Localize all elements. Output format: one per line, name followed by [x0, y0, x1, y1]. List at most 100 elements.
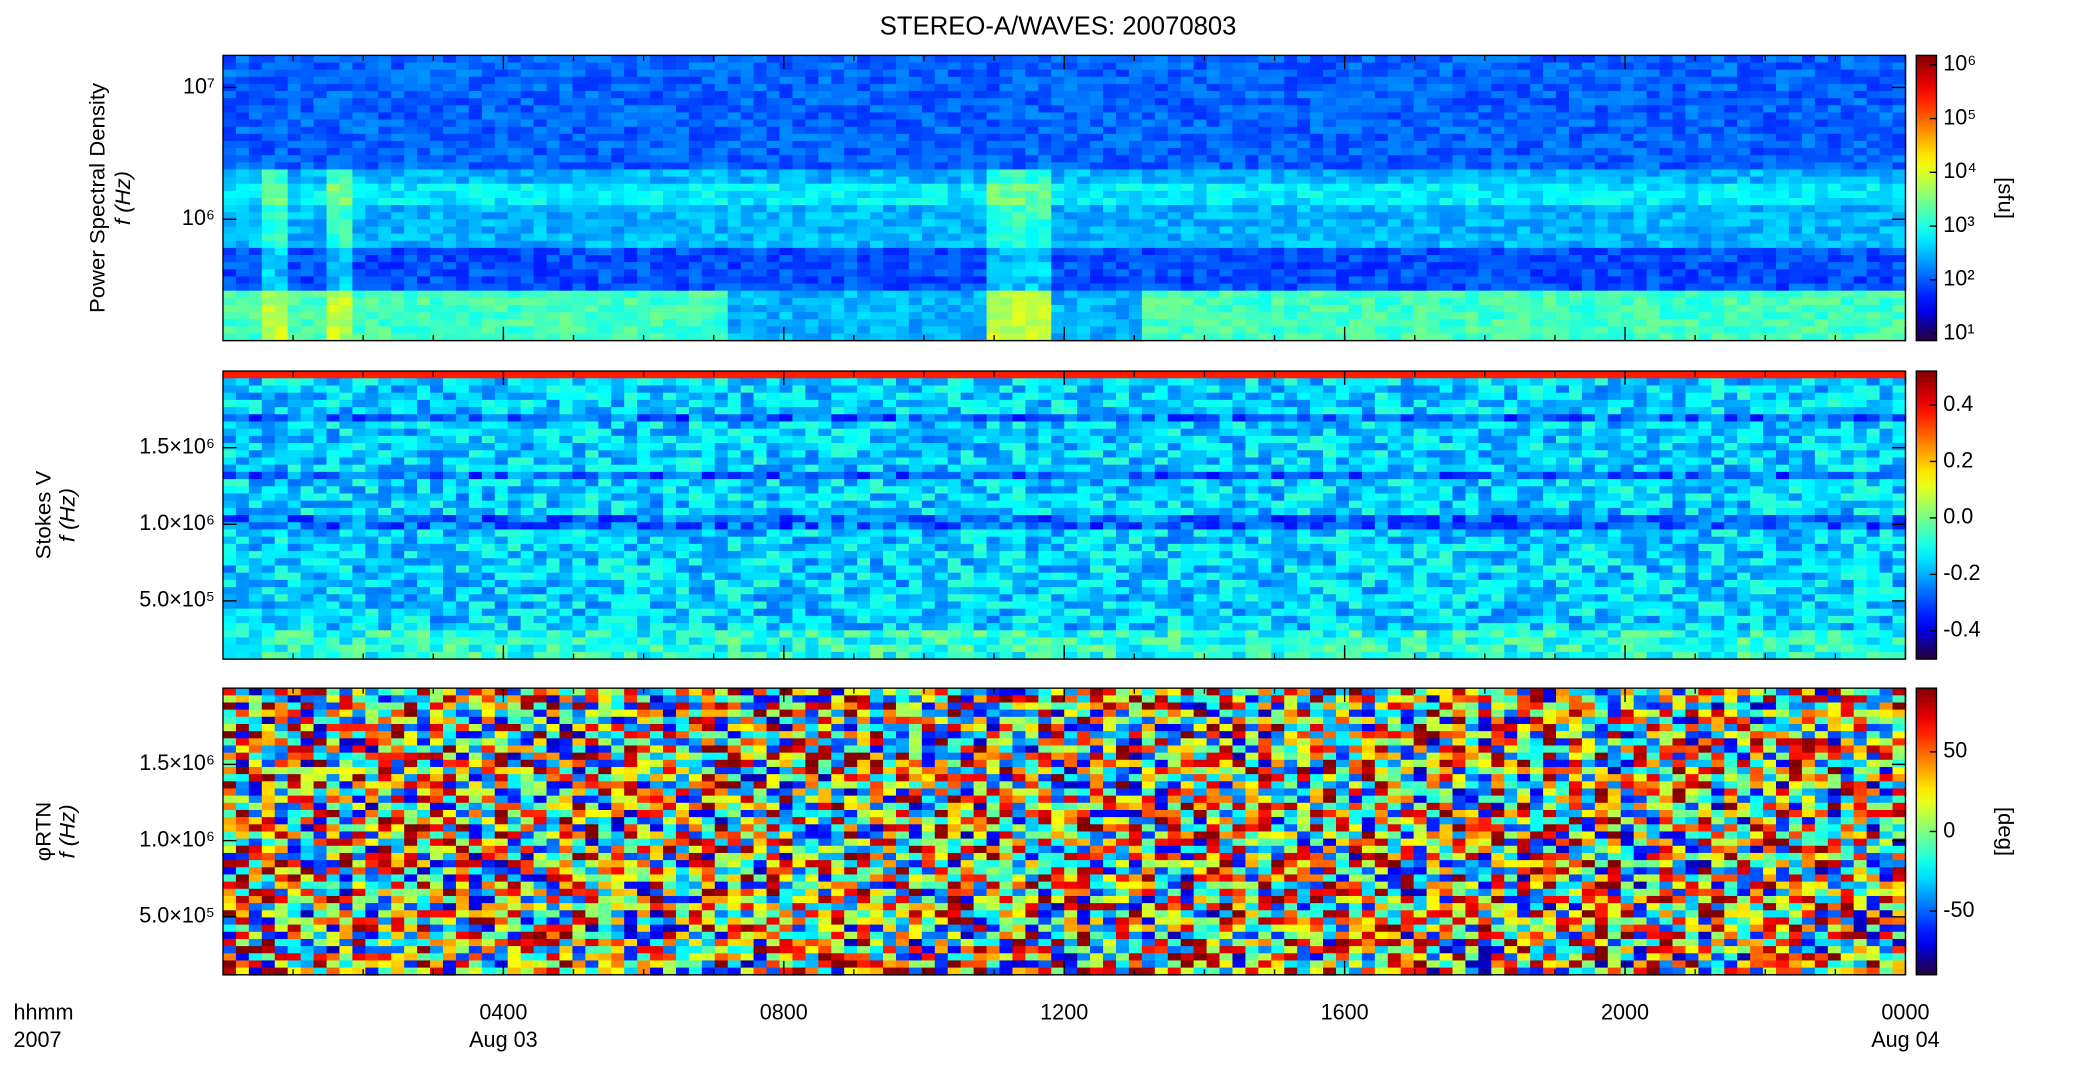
- spectrogram-cell: [1426, 205, 1441, 214]
- spectrogram-cell: [637, 240, 651, 249]
- spectrogram-cell: [326, 255, 341, 264]
- spectrogram-cell: [1361, 76, 1376, 85]
- spectrogram-cell: [1115, 198, 1130, 206]
- spectrogram-cell: [1361, 276, 1376, 285]
- spectrogram-cell: [1581, 119, 1596, 128]
- spectrogram-cell: [1115, 262, 1130, 271]
- spectrogram-cell: [973, 105, 988, 114]
- spectrogram-cell: [300, 276, 315, 285]
- spectrogram-cell: [1659, 148, 1674, 157]
- spectrogram-cell: [753, 112, 768, 121]
- spectrogram-cell: [1374, 233, 1389, 242]
- spectrogram-cell: [1232, 212, 1247, 221]
- spectrogram-cell: [352, 255, 367, 264]
- spectrogram-cell: [248, 148, 263, 157]
- spectrogram-cell: [1879, 312, 1894, 321]
- spectrogram-cell: [1814, 262, 1829, 271]
- spectrogram-cell: [481, 297, 496, 306]
- spectrogram-cell: [960, 83, 975, 92]
- spectrogram-cell: [1711, 83, 1726, 92]
- spectrogram-cell: [235, 119, 250, 128]
- spectrogram-cell: [1077, 133, 1091, 142]
- spectrogram-cell: [1892, 190, 1907, 199]
- spectrogram-cell: [1543, 304, 1557, 313]
- spectrogram-cell: [430, 297, 444, 306]
- spectrogram-cell: [1737, 69, 1751, 78]
- spectrogram-cell: [585, 276, 600, 285]
- spectrogram-cell: [287, 55, 302, 64]
- spectrogram-cell: [1607, 140, 1622, 149]
- spectrogram-cell: [1607, 212, 1622, 221]
- spectrogram-cell: [442, 304, 457, 313]
- spectrogram-cell: [1517, 262, 1531, 271]
- spectrogram-cell: [1413, 319, 1428, 328]
- spectrogram-cell: [248, 240, 263, 249]
- spectrogram-cell: [1504, 276, 1519, 285]
- spectrogram-cell: [1840, 205, 1855, 214]
- spectrogram-cell: [1594, 91, 1609, 99]
- spectrogram-cell: [1051, 226, 1066, 235]
- spectrogram-cell: [1581, 240, 1596, 249]
- spectrogram-cell: [740, 233, 755, 242]
- spectrogram-cell: [624, 276, 638, 285]
- spectrogram-cell: [1141, 219, 1156, 228]
- spectrogram-cell: [1128, 98, 1143, 107]
- spectrogram-cell: [675, 126, 690, 135]
- spectrogram-cell: [430, 112, 444, 121]
- spectrogram-cell: [1374, 105, 1389, 114]
- spectrogram-cell: [1128, 226, 1143, 235]
- spectrogram-cell: [1103, 290, 1117, 299]
- spectrogram-cell: [714, 269, 729, 278]
- spectrogram-cell: [533, 148, 548, 157]
- spectrogram-cell: [1310, 62, 1324, 71]
- spectrogram-cell: [1323, 226, 1337, 235]
- spectrogram-cell: [675, 69, 690, 78]
- spectrogram-cell: [1620, 105, 1635, 114]
- spectrogram-cell: [1064, 155, 1078, 164]
- spectrogram-cell: [818, 226, 833, 235]
- spectrogram-cell: [1180, 176, 1195, 185]
- spectrogram-cell: [326, 290, 341, 299]
- spectrogram-cell: [481, 212, 496, 221]
- spectrogram-cell: [1025, 283, 1040, 292]
- spectrogram-cell: [378, 105, 393, 114]
- spectrogram-cell: [999, 262, 1014, 271]
- spectrogram-cell: [1439, 162, 1454, 171]
- spectrogram-cell: [792, 183, 807, 192]
- spectrogram-cell: [908, 290, 923, 299]
- spectrogram-cell: [287, 105, 302, 114]
- spectrogram-cell: [895, 183, 910, 192]
- spectrogram-cell: [947, 105, 962, 114]
- spectrogram-cell: [1827, 269, 1842, 278]
- spectrogram-cell: [675, 247, 690, 256]
- spectrogram-cell: [572, 183, 587, 192]
- spectrogram-cell: [1348, 269, 1363, 278]
- spectrogram-cell: [818, 55, 833, 64]
- spectrogram-cell: [1892, 162, 1907, 171]
- spectrogram-cell: [1892, 76, 1907, 85]
- spectrogram-cell: [1801, 126, 1816, 135]
- spectrogram-cell: [468, 169, 483, 178]
- spectrogram-cell: [1866, 226, 1881, 235]
- spectrogram-cell: [1568, 219, 1583, 228]
- spectrogram-cell: [1051, 112, 1066, 121]
- spectrogram-cell: [1400, 283, 1415, 292]
- spectrogram-cell: [248, 326, 263, 335]
- spectrogram-cell: [1607, 269, 1622, 278]
- spectrogram-cell: [1620, 240, 1635, 249]
- spectrogram-cell: [1711, 69, 1726, 78]
- spectrogram-cell: [637, 133, 651, 142]
- spectrogram-cell: [430, 226, 444, 235]
- spectrogram-cell: [1258, 312, 1273, 321]
- spectrogram-cell: [520, 162, 535, 171]
- spectrogram-cell: [675, 148, 690, 157]
- spectrogram-cell: [533, 319, 548, 328]
- spectrogram-cell: [1258, 283, 1273, 292]
- spectrogram-cell: [417, 148, 431, 157]
- spectrogram-cell: [1090, 198, 1104, 206]
- spectrogram-cell: [1115, 140, 1130, 149]
- spectrogram-cell: [1193, 205, 1208, 214]
- spectrogram-cell: [468, 297, 483, 306]
- spectrogram-cell: [1814, 119, 1829, 128]
- spectrogram-cell: [688, 255, 703, 264]
